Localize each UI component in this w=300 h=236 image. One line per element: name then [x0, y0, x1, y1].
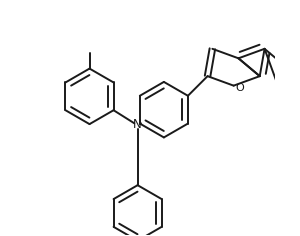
Text: O: O	[236, 84, 244, 93]
Text: N: N	[133, 118, 142, 131]
